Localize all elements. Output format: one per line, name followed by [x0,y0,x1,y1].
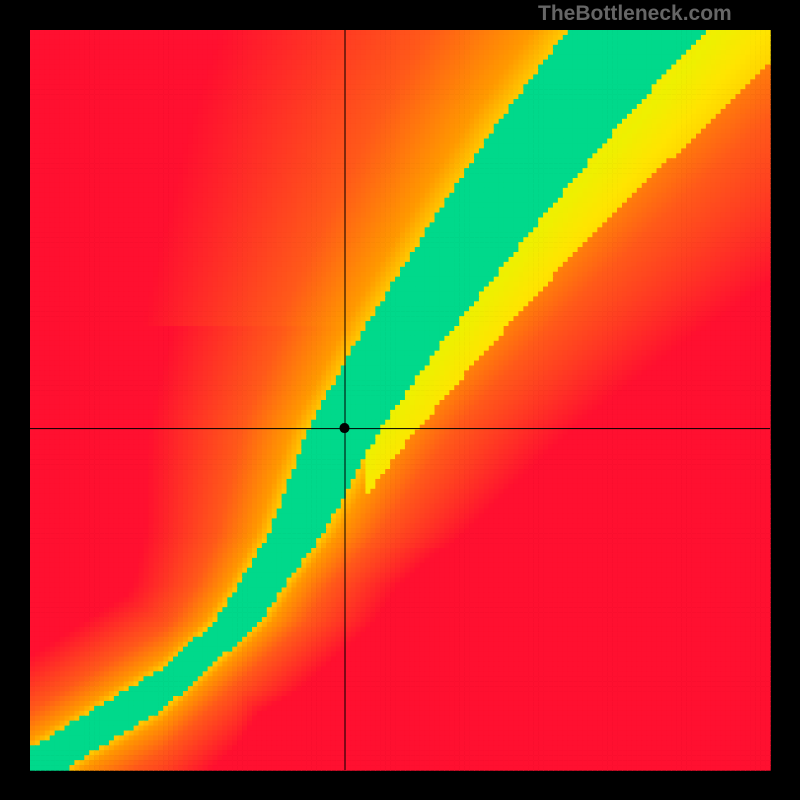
watermark-text: TheBottleneck.com [538,2,732,26]
bottleneck-heatmap [0,0,800,800]
